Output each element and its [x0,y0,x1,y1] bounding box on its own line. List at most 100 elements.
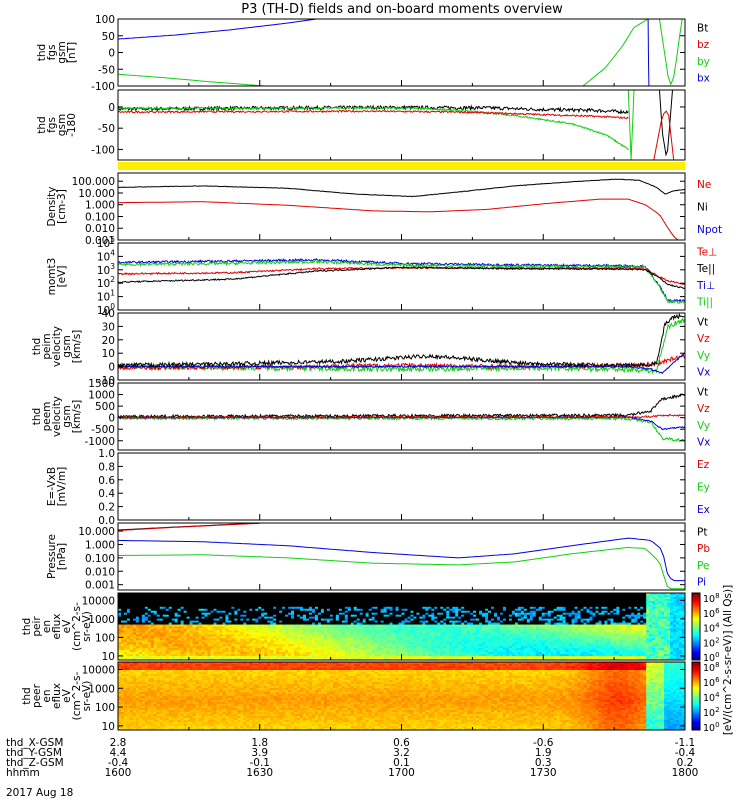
colorbar-cell [692,665,700,668]
colorbar-cell [692,702,700,705]
y-axis-title: thd [36,44,48,61]
plot-frame [117,18,686,87]
y-axis-title: [nT] [66,42,78,63]
series-bz [118,109,629,120]
plot-area [118,178,685,240]
y-tick-label: 0.100 [85,553,115,565]
y-tick-label: 20 [102,335,115,347]
legend-Vy: Vy [697,420,710,432]
colorbar-tick-label: 108 [703,661,720,674]
colorbar-cell [692,673,700,675]
colorbar-cell [692,684,700,687]
footer-value: 0.3 [535,757,552,769]
colorbar-cell [692,698,700,700]
colorbar-cell [692,713,700,715]
footer-value: 1800 [672,767,699,779]
legend-Te||: Te|| [696,263,715,275]
colorbar-cell [692,636,700,639]
colorbar-cell [692,705,700,707]
y-tick-label: 1000 [88,683,115,695]
legend-Pb: Pb [697,543,710,555]
spectrogram [118,662,685,730]
colorbar-cell [692,677,700,680]
y-axis-title: [nPa] [56,543,68,570]
colorbar-tick-label: 108 [703,592,720,605]
y-axis-title: [cm-3] [56,189,68,224]
colorbar-tick-label: 106 [703,607,720,620]
y-tick-label: -50 [98,64,115,76]
y-axis-title: thd [36,116,48,133]
legend-Bt: Bt [697,22,708,34]
plot-frame [117,172,686,241]
panels: 100500-50-100thdfgsgsm[nT]Btbzbybx0-50-1… [21,14,722,733]
series-Pi [118,537,685,582]
colorbar-cell [692,714,700,716]
series-Ne [118,198,685,240]
series-by [659,19,683,86]
colorbar-cell [692,674,700,677]
colorbar-cell [692,669,700,672]
y-axis-title: velocity [51,396,63,437]
y-tick-label: 103 [97,262,115,277]
colorbar-cell [692,605,700,607]
colorbar-tick-label: 104 [703,622,720,635]
y-axis-title: peir [31,616,43,637]
colorbar-cell [692,725,700,728]
colorbar-cell [692,652,700,654]
series-Te|| [118,266,685,290]
colorbar-cell [692,722,700,724]
y-tick-label: -1000 [84,436,115,448]
series-Ni [118,178,685,198]
y-tick-label: 1000 [88,614,115,626]
y-axis-title: momt3 [46,258,58,296]
y-tick-label: 100 [95,14,115,26]
data-gap-bar [118,162,685,170]
y-axis-title: E=-VxB [46,467,58,506]
colorbar-cell [692,648,700,651]
colorbar-cell [692,639,700,642]
legend-Ti⊥: Ti⊥ [696,280,715,292]
colorbar-cell [692,596,700,598]
footer-row-label: hhmm [6,767,40,779]
colorbar-cell [692,649,700,652]
plot-frame [117,452,686,521]
legend-Vz: Vz [697,403,710,415]
y-tick-label: 10000 [82,595,115,607]
colorbar-frame [691,592,701,661]
series-Vy [118,415,685,443]
colorbar-cell [692,634,700,636]
y-axis-title: peem [41,402,53,432]
y-tick-label: 100 [97,302,115,317]
colorbar-cell [692,641,700,643]
colorbar-cell [692,620,700,623]
colorbar-cell [692,676,700,679]
colorbar-cell [692,633,700,635]
colorbar-cell [692,610,700,613]
y-tick-label: 1.0 [98,448,115,460]
legend-Ex: Ex [697,504,710,516]
series-Pe [118,546,685,590]
legend-Ti||: Ti|| [696,297,713,309]
legend-Ni: Ni [697,202,708,214]
footer-value: 1.9 [535,747,552,759]
footer-value: -1.1 [675,737,696,749]
colorbar-frame [691,661,701,731]
colorbar-cell [692,679,700,681]
colorbar-cell [692,617,700,620]
plot-area [118,393,685,443]
colorbar-cell [692,720,700,723]
colorbar-cell [692,717,700,720]
y-tick-label: 1500 [88,378,115,390]
colorbar-cell [692,624,700,626]
colorbar-cell [692,613,700,615]
legend-Te⊥: Te⊥ [696,246,717,258]
footer-value: -0.4 [108,757,129,769]
y-axis-title: (cm^2-s- [71,671,83,720]
plot-area [118,90,675,160]
y-tick-label: 10.000 [78,188,115,200]
colorbar-cell [692,647,700,650]
colorbar-cell [692,619,700,622]
